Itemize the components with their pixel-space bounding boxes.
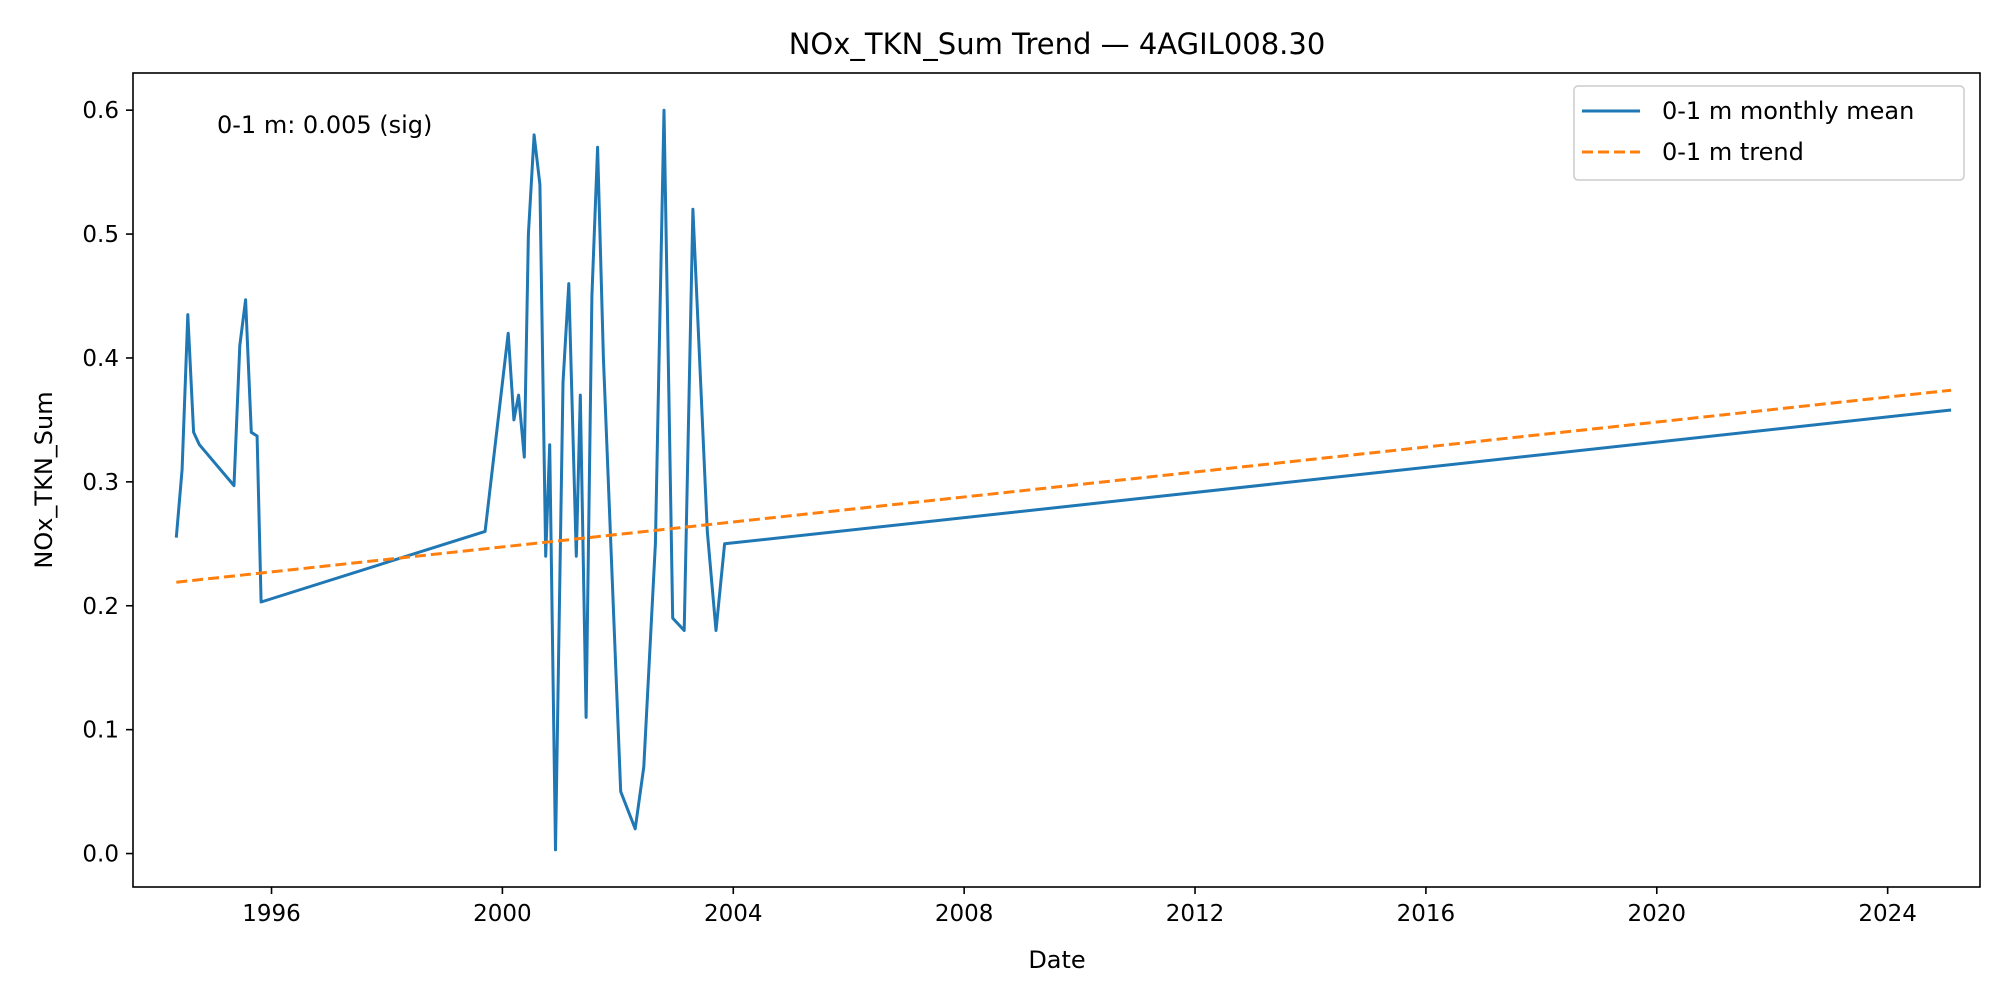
x-tick-label-2000: 2000 (473, 901, 532, 927)
legend-label-monthly-mean: 0-1 m monthly mean (1662, 97, 1914, 125)
y-axis-label: NOx_TKN_Sum (30, 391, 58, 568)
y-tick-label-5: 0.5 (82, 222, 119, 248)
legend: 0-1 m monthly mean 0-1 m trend (1573, 85, 1965, 181)
x-tick-label-2008: 2008 (935, 901, 994, 927)
legend-label-trend: 0-1 m trend (1662, 138, 1804, 166)
x-axis-label: Date (1028, 946, 1085, 974)
axes-frame (132, 72, 1981, 888)
x-tick-label-2012: 2012 (1166, 901, 1225, 927)
y-tick-label-3: 0.3 (82, 470, 119, 496)
y-tick-label-4: 0.4 (82, 346, 119, 372)
plot-area: 1996 2000 2004 2008 2012 2016 2020 2024 0.0 0.1 0.… (82, 72, 1981, 927)
x-tick-label-2024: 2024 (1858, 901, 1917, 927)
x-tick-label-2016: 2016 (1397, 901, 1456, 927)
series-line-monthly-mean (174, 108, 1952, 852)
chart-title: NOx_TKN_Sum Trend — 4AGIL008.30 (789, 27, 1326, 61)
x-tick-label-2020: 2020 (1628, 901, 1687, 927)
legend-box (1573, 85, 1965, 181)
series-line-trend (176, 388, 1952, 584)
y-tick-label-0: 0.0 (82, 842, 119, 868)
trend-annotation: 0-1 m: 0.005 (sig) (217, 111, 432, 139)
x-tick-label-1996: 1996 (242, 901, 301, 927)
y-tick-label-1: 0.1 (82, 718, 119, 744)
x-tick-label-2004: 2004 (704, 901, 763, 927)
y-tick-label-2: 0.2 (82, 594, 119, 620)
y-tick-label-6: 0.6 (82, 98, 119, 124)
